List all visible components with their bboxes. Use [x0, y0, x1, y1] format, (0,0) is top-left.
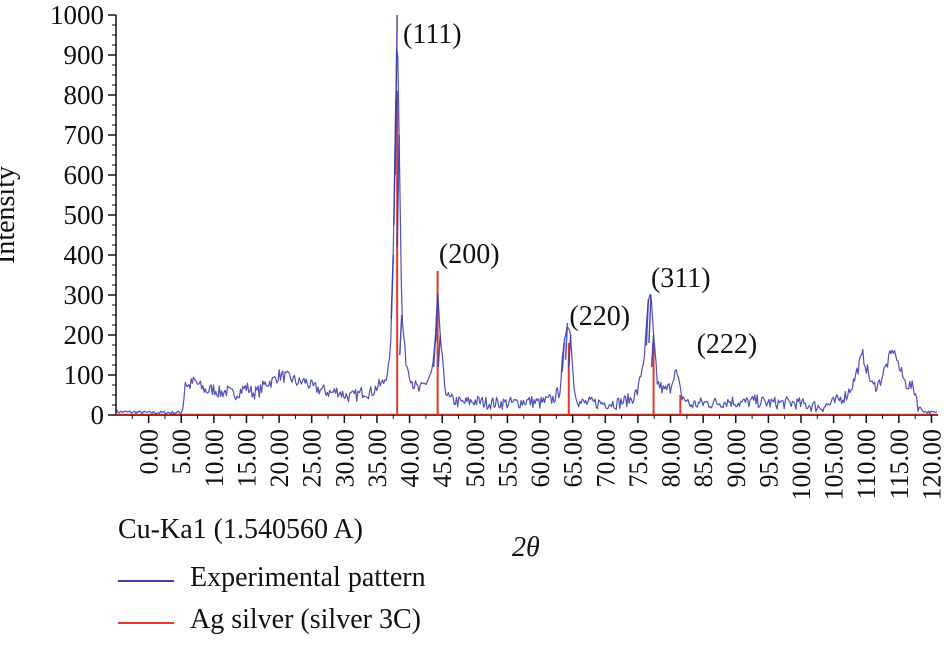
- x-axis-label: 2θ: [512, 532, 540, 563]
- experimental-peak-tip: [396, 134, 400, 248]
- experimental-peak-tip: [645, 298, 650, 346]
- x-tick-label: 25.00: [298, 429, 327, 488]
- y-axis-label: Intensity: [0, 166, 21, 264]
- x-tick-label: 35.00: [363, 429, 392, 488]
- experimental-peak-tip: [567, 334, 572, 368]
- y-tick-label: 0: [91, 400, 105, 430]
- y-tick-label: 600: [64, 160, 105, 190]
- y-tick-label: 1000: [50, 0, 104, 30]
- x-tick-label: 0.00: [135, 429, 164, 475]
- legend-label-reference: Ag silver (silver 3C): [190, 604, 421, 635]
- peak-annotation: (111): [403, 19, 462, 50]
- experimental-peak-tip: [434, 292, 439, 342]
- legend-label-experimental: Experimental pattern: [190, 562, 426, 593]
- x-tick-label: 95.00: [754, 429, 783, 488]
- experimental-pattern-line: [115, 47, 938, 415]
- experimental-peak-tip: [437, 334, 441, 368]
- peak-annotations: (111) (200) (220) (311) (222): [403, 19, 757, 360]
- y-tick-label: 500: [64, 200, 105, 230]
- x-tick-label: 5.00: [167, 429, 196, 475]
- x-tick-label: 30.00: [330, 429, 359, 488]
- reference-peaks: [116, 91, 938, 415]
- x-tick-label: 70.00: [591, 429, 620, 488]
- x-tick-label: 45.00: [428, 429, 457, 488]
- x-tick-label: 110.00: [852, 429, 881, 500]
- x-tick-label: 85.00: [689, 429, 718, 488]
- x-tick-label: 15.00: [232, 429, 261, 488]
- experimental-peak-tip: [394, 14, 398, 176]
- experimental-peak-tip: [564, 322, 569, 360]
- experimental-peak-tip: [561, 342, 565, 372]
- peak-annotation: (220): [569, 301, 630, 332]
- y-ticks: 0 100 200 300 400 500 600 700 800 900 1000: [50, 0, 116, 430]
- y-tick-label: 800: [64, 80, 105, 110]
- radiation-label: Cu-Ka1 (1.540560 A): [118, 514, 363, 545]
- x-tick-label: 60.00: [526, 429, 555, 488]
- x-tick-label: 55.00: [493, 429, 522, 488]
- x-tick-label: 120.00: [917, 429, 944, 501]
- experimental-series: [115, 14, 938, 415]
- peak-annotation: (200): [439, 239, 500, 270]
- x-ticks: 0.00 5.00 10.00 15.00 20.00 25.00 30.00 35.00 40…: [131, 415, 944, 501]
- y-tick-label: 400: [64, 240, 105, 270]
- x-tick-label: 100.00: [787, 429, 816, 501]
- x-tick-label: 75.00: [624, 429, 653, 488]
- x-tick-label: 90.00: [722, 429, 751, 488]
- experimental-peak-tip: [390, 254, 395, 320]
- axes: [115, 15, 938, 416]
- peak-annotation: (222): [697, 329, 758, 360]
- peak-annotation: (311): [651, 263, 711, 294]
- experimental-peak-tip: [398, 314, 403, 356]
- y-tick-label: 100: [64, 360, 105, 390]
- y-tick-label: 200: [64, 320, 105, 350]
- x-tick-label: 115.00: [885, 429, 914, 500]
- y-tick-label: 700: [64, 120, 105, 150]
- x-tick-label: 10.00: [200, 429, 229, 488]
- x-tick-label: 50.00: [461, 429, 490, 488]
- x-tick-label: 65.00: [559, 429, 588, 488]
- experimental-peak-tip: [648, 294, 652, 344]
- experimental-peak-tip: [650, 334, 655, 368]
- x-tick-label: 20.00: [265, 429, 294, 488]
- x-tick-label: 40.00: [396, 429, 425, 488]
- x-tick-label: 105.00: [820, 429, 849, 501]
- x-tick-label: 80.00: [657, 429, 686, 488]
- y-tick-label: 900: [64, 40, 105, 70]
- legend-line-experimental: [118, 580, 174, 582]
- y-axis-label-group: Intensity: [0, 166, 21, 264]
- y-tick-label: 300: [64, 280, 105, 310]
- legend-line-reference: [118, 622, 174, 624]
